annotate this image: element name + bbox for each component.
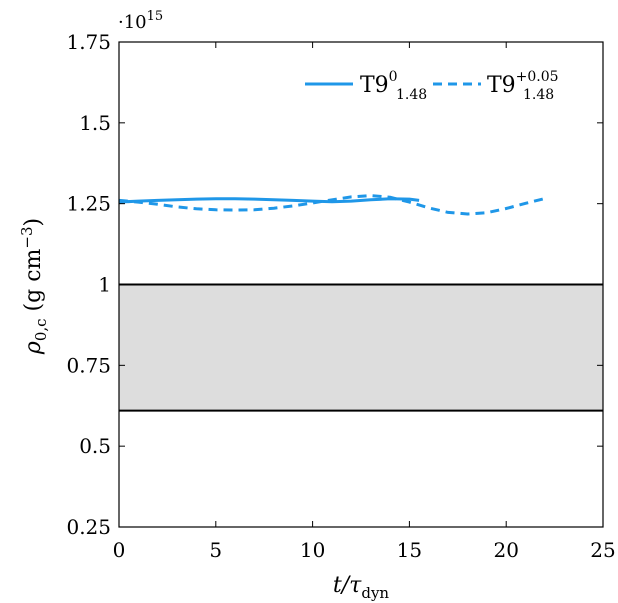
y-axis-multiplier: ·1015 [118,9,163,33]
y-axis: 0.25 0.5 0.75 1 1.25 1.5 1.75 [66,30,603,539]
x-tick-label: 10 [300,538,325,562]
series-line-1 [118,197,420,204]
x-tick-label: 0 [113,538,126,562]
y-tick-label: 0.5 [79,434,111,458]
x-axis: 0 5 10 15 20 25 [113,42,616,562]
x-tick-label: 15 [397,538,422,562]
y-tick-label: 1 [98,273,111,297]
series-lines [118,194,546,216]
x-tick-label: 25 [590,538,615,562]
reference-band [119,283,603,412]
y-tick-label: 1.5 [79,111,111,135]
legend: T90 1.48 T9+0.05 1.48 [305,69,559,103]
series-line-2 [118,194,546,216]
y-tick-label: 1.75 [66,30,111,54]
y-tick-label: 1.25 [66,192,111,216]
legend-label-1: T90 1.48 [360,69,427,103]
y-tick-label: 0.75 [66,353,111,377]
band-fill [119,284,603,411]
x-tick-label: 20 [493,538,518,562]
y-axis-label: ρ0,c (g cm−3) [18,218,50,355]
x-axis-label: t/τdyn [333,573,390,602]
x-tick-label: 5 [209,538,222,562]
legend-label-2: T9+0.05 1.48 [487,69,559,103]
y-tick-label: 0.25 [66,515,111,539]
